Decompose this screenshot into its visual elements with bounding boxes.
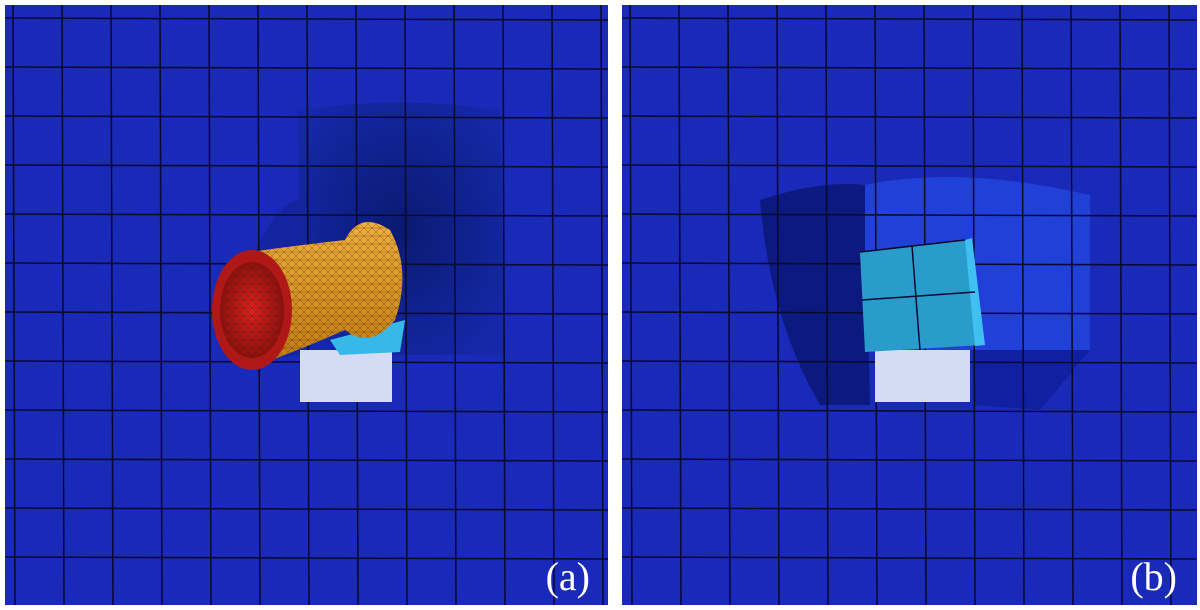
figure: (a) (b) — [0, 0, 1200, 610]
panel-label: (a) — [546, 554, 590, 599]
panel-b: (b) — [622, 5, 1197, 605]
panel-a: (a) — [5, 5, 608, 605]
block — [300, 350, 392, 402]
mesh-overlay — [220, 262, 284, 358]
panel-label: (b) — [1130, 554, 1177, 599]
block — [875, 350, 970, 402]
